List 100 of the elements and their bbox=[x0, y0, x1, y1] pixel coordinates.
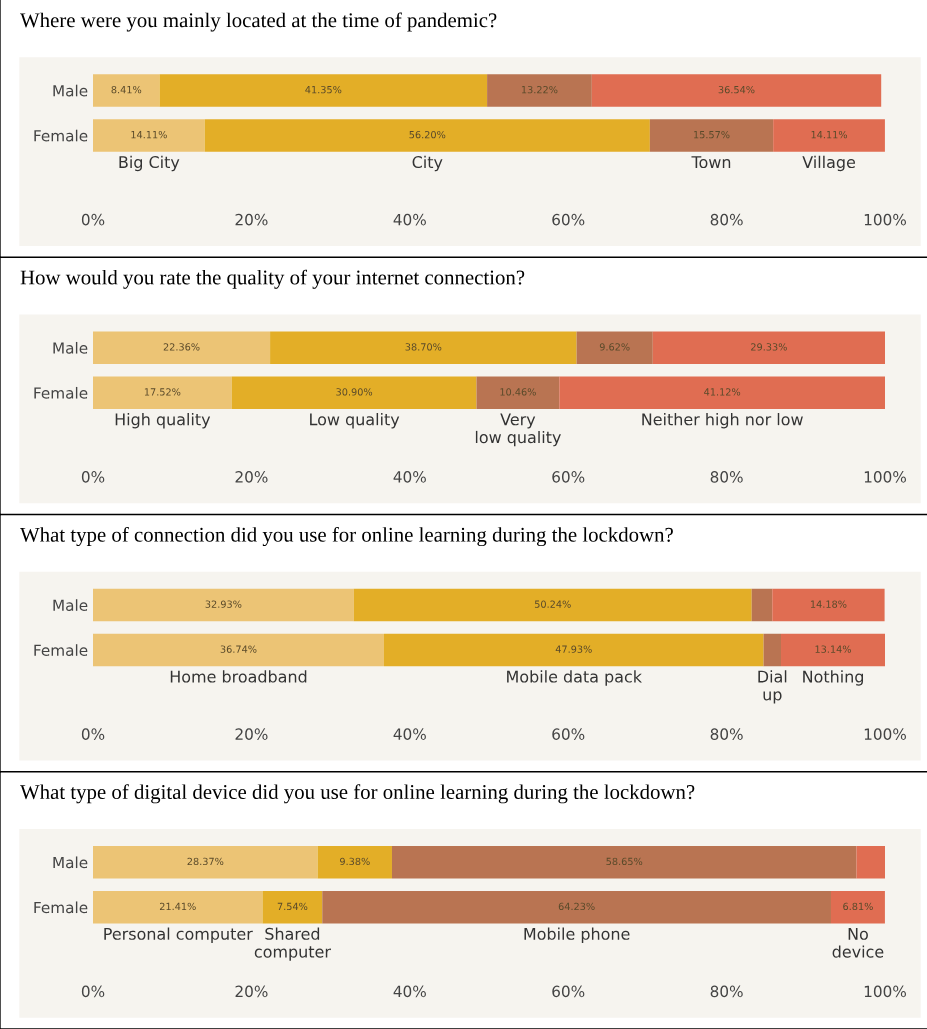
data-label: 41.12% bbox=[704, 388, 741, 396]
data-label: 14.11% bbox=[131, 130, 167, 139]
bar bbox=[93, 633, 384, 667]
x-tick-label: 80% bbox=[710, 985, 743, 998]
series-label: Neither high nor low bbox=[642, 413, 803, 429]
series-label: Village bbox=[802, 155, 856, 172]
x-tick-label: 20% bbox=[235, 213, 268, 226]
series-label: Mobile phone bbox=[524, 927, 630, 943]
data-label: 64.23% bbox=[558, 902, 595, 911]
bar bbox=[322, 891, 831, 924]
bar bbox=[231, 376, 477, 409]
y-tick-label: Female bbox=[34, 901, 88, 914]
y-tick-label: Female bbox=[34, 386, 88, 399]
data-label: 58.65% bbox=[606, 857, 643, 866]
bar bbox=[270, 331, 577, 364]
bar bbox=[204, 119, 650, 152]
x-tick-label: 20% bbox=[235, 985, 268, 998]
chart-title: What type of digital device did you use for online learning during the lockdown? bbox=[20, 784, 695, 804]
data-label: 13.22% bbox=[521, 85, 558, 94]
y-tick-label: Female bbox=[34, 644, 88, 657]
x-tick-label: 20% bbox=[235, 728, 268, 740]
data-label: 13.14% bbox=[815, 645, 851, 653]
series-label: Shared computer bbox=[254, 927, 331, 961]
x-tick-label: 80% bbox=[710, 728, 743, 740]
y-tick-label: Male bbox=[53, 341, 88, 354]
x-tick-label: 100% bbox=[864, 728, 906, 740]
data-label: 28.37% bbox=[187, 857, 224, 866]
series-label: Mobile data pack bbox=[507, 670, 642, 686]
bar bbox=[93, 376, 232, 409]
data-label: 47.93% bbox=[555, 645, 592, 653]
y-tick-label: Male bbox=[53, 84, 88, 97]
data-label: 21.41% bbox=[159, 902, 196, 911]
bar bbox=[591, 74, 882, 107]
series-label: Home broadband bbox=[170, 670, 307, 683]
data-label: 14.11% bbox=[811, 130, 848, 139]
bar bbox=[649, 119, 774, 152]
data-label: 7.54% bbox=[277, 902, 308, 911]
data-label: 9.62% bbox=[599, 343, 630, 351]
bar bbox=[476, 376, 560, 409]
data-label: 29.33% bbox=[751, 343, 787, 351]
x-tick-label: 80% bbox=[710, 471, 743, 483]
data-label: 41.35% bbox=[305, 85, 342, 94]
x-tick-label: 0% bbox=[81, 213, 105, 226]
series-label: High quality bbox=[115, 413, 211, 429]
x-tick-label: 80% bbox=[710, 213, 743, 226]
x-tick-label: 40% bbox=[393, 985, 426, 998]
bar bbox=[856, 846, 885, 879]
data-label: 36.54% bbox=[718, 85, 755, 94]
bar bbox=[93, 846, 318, 879]
series-label: No device bbox=[832, 927, 884, 958]
bar bbox=[772, 588, 885, 622]
series-label: City bbox=[412, 155, 443, 172]
series-label: Big City bbox=[119, 155, 180, 172]
data-label: 9.38% bbox=[340, 857, 370, 866]
bar bbox=[773, 119, 885, 152]
x-tick-label: 0% bbox=[81, 471, 105, 483]
data-label: 36.74% bbox=[220, 645, 257, 653]
bar bbox=[353, 588, 752, 622]
bar bbox=[262, 891, 323, 924]
x-tick-label: 40% bbox=[393, 471, 426, 483]
x-tick-label: 60% bbox=[552, 985, 585, 998]
data-label: 50.24% bbox=[534, 600, 571, 608]
chart-title: How would you rate the quality of your internet connection? bbox=[20, 269, 525, 289]
bar bbox=[383, 633, 764, 667]
series-label: Very low quality bbox=[475, 413, 561, 447]
data-label: 38.70% bbox=[405, 343, 442, 351]
x-tick-label: 0% bbox=[81, 985, 105, 998]
data-label: 30.90% bbox=[336, 388, 373, 396]
bar bbox=[763, 633, 782, 667]
series-label: Personal computer bbox=[104, 927, 253, 943]
data-label: 32.93% bbox=[205, 600, 242, 608]
bar bbox=[93, 119, 205, 152]
data-label: 6.81% bbox=[843, 902, 873, 911]
bar bbox=[93, 588, 354, 622]
x-tick-label: 20% bbox=[235, 471, 268, 483]
bar bbox=[93, 891, 263, 924]
x-tick-label: 40% bbox=[393, 213, 426, 226]
bar bbox=[159, 74, 488, 107]
data-label: 10.46% bbox=[500, 388, 536, 396]
series-label: Nothing bbox=[803, 670, 863, 686]
bar bbox=[487, 74, 592, 107]
bar bbox=[93, 74, 160, 107]
bar bbox=[93, 331, 271, 364]
x-tick-label: 40% bbox=[393, 728, 426, 740]
chart-title: What type of connection did you use for online learning during the lockdown? bbox=[20, 526, 673, 547]
x-tick-label: 0% bbox=[81, 728, 105, 740]
bar bbox=[559, 376, 885, 409]
x-tick-label: 60% bbox=[552, 213, 585, 226]
bar bbox=[317, 846, 392, 879]
data-label: 17.52% bbox=[144, 388, 181, 396]
series-label: Dial up bbox=[758, 670, 787, 704]
x-tick-label: 100% bbox=[864, 213, 906, 226]
data-label: 8.41% bbox=[111, 85, 142, 94]
y-tick-label: Female bbox=[34, 129, 88, 142]
series-label: Low quality bbox=[310, 413, 400, 429]
x-tick-label: 100% bbox=[864, 471, 906, 483]
data-label: 56.20% bbox=[409, 130, 446, 139]
bar bbox=[751, 588, 773, 622]
x-tick-label: 60% bbox=[552, 728, 585, 740]
x-tick-label: 100% bbox=[864, 985, 906, 998]
